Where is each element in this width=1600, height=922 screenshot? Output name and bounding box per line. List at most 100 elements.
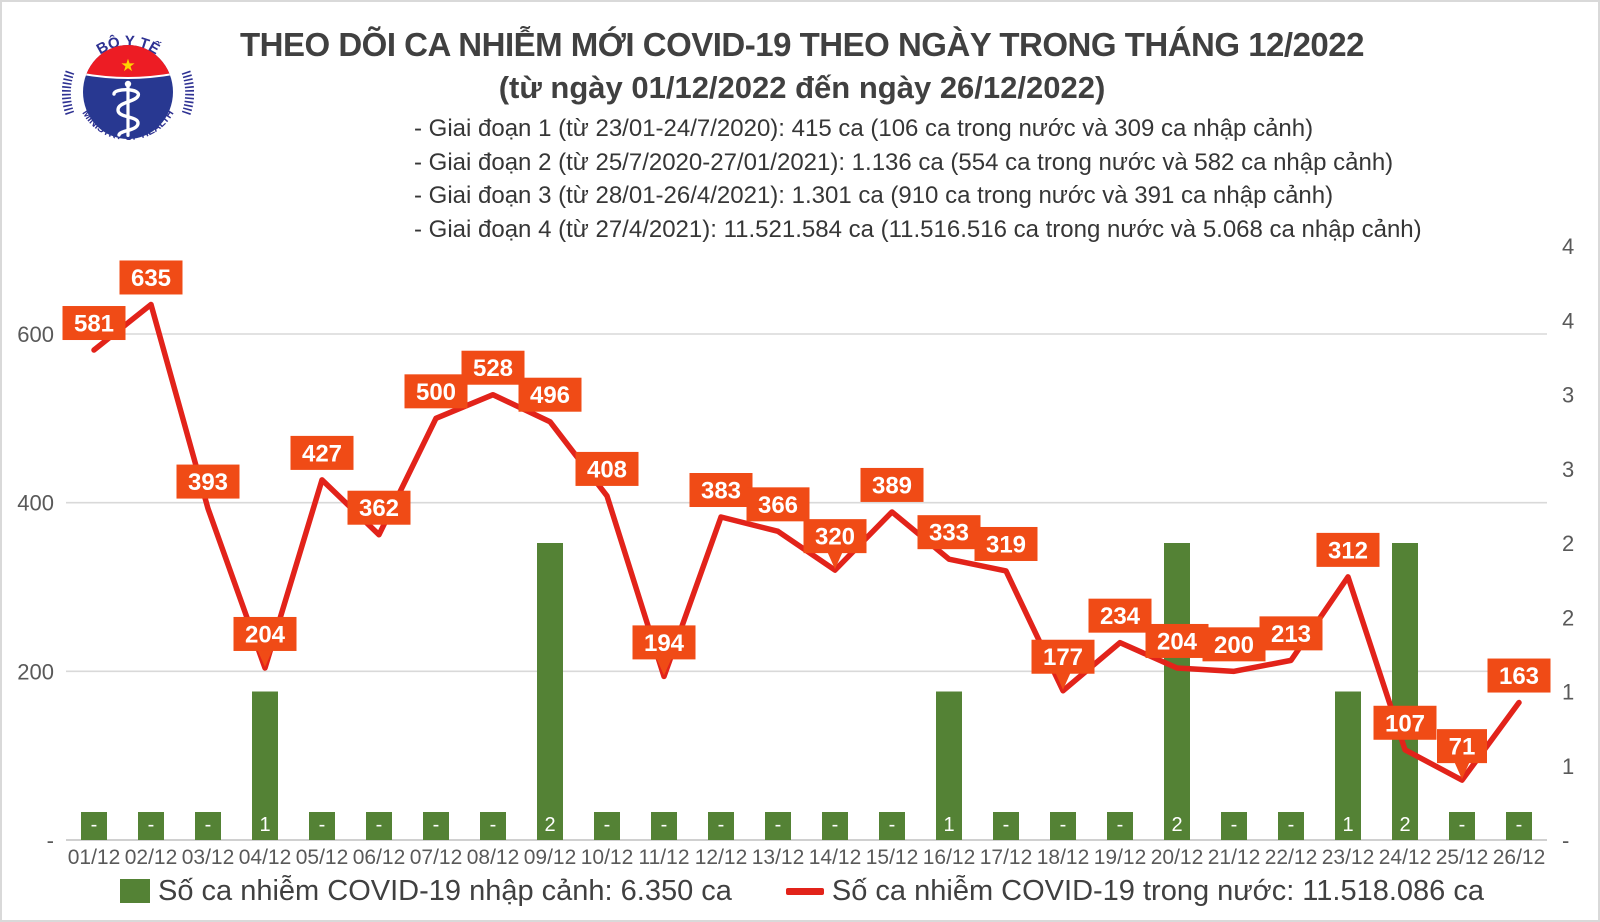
bar-value-label: -	[490, 814, 497, 836]
x-axis-date-label: 19/12	[1094, 846, 1147, 869]
phase-3-line: - Giai đoạn 3 (từ 28/01-26/4/2021): 1.30…	[414, 182, 1334, 209]
data-label-value: 389	[872, 472, 912, 499]
imported-cases-bar	[936, 691, 962, 840]
x-axis-date-label: 26/12	[1493, 846, 1546, 869]
phase-4-line: - Giai đoạn 4 (từ 27/4/2021): 11.521.584…	[414, 215, 1422, 243]
data-label-value: 427	[302, 440, 342, 467]
left-axis-tick: -	[47, 828, 54, 853]
data-label-value: 581	[74, 311, 114, 338]
x-axis-date-label: 12/12	[695, 846, 748, 869]
domestic-cases-line-icon	[785, 887, 824, 895]
data-label-value: 194	[644, 630, 685, 657]
bar-value-label: -	[1516, 814, 1523, 836]
bar-value-label: -	[1117, 814, 1124, 836]
left-axis-tick: 400	[17, 491, 54, 516]
imported-cases-bar	[366, 812, 392, 840]
imported-cases-bar	[195, 812, 221, 840]
data-label-value: 163	[1499, 663, 1539, 690]
legend-item-imported: Số ca nhiễm COVID-19 nhập cảnh: 6.350 ca	[120, 875, 732, 908]
data-label-box	[860, 467, 924, 502]
x-axis-date-label: 13/12	[752, 846, 805, 869]
data-label-value: 204	[245, 621, 286, 648]
imported-cases-bar	[1392, 543, 1418, 840]
imported-cases-bar	[651, 812, 677, 840]
phase-summary: - Giai đoạn 1 (từ 23/01-24/7/2020): 415 …	[414, 112, 1422, 246]
x-axis-date-label: 18/12	[1037, 846, 1090, 869]
imported-cases-bar	[765, 812, 791, 840]
bar-value-label: -	[205, 814, 212, 836]
data-label-box	[1487, 658, 1551, 693]
bar-value-label: -	[832, 814, 839, 836]
data-label-value: 213	[1271, 621, 1311, 648]
data-label-value: 393	[188, 469, 228, 496]
right-axis-tick: 4	[1562, 234, 1574, 259]
bar-value-label: -	[889, 814, 896, 836]
data-label-pointer	[827, 551, 843, 570]
legend-domestic-label: Số ca nhiễm COVID-19 trong nước: 11.518.…	[831, 874, 1484, 907]
imported-cases-bar	[1221, 812, 1247, 840]
data-label-value: 366	[758, 492, 798, 519]
right-axis-tick: 1	[1562, 754, 1574, 779]
imported-cases-bar	[252, 691, 278, 840]
chart-subtitle: (từ ngày 01/12/2022 đến ngày 26/12/2022)	[498, 70, 1106, 105]
imported-cases-bar	[1278, 812, 1304, 840]
x-axis-date-label: 25/12	[1436, 846, 1489, 869]
x-axis-date-label: 06/12	[353, 846, 406, 869]
ministry-of-health-logo: BỘ Y TẾ MINISTRY OF HEALTH ★	[62, 33, 194, 143]
right-axis-tick: 2	[1562, 531, 1574, 556]
bar-value-label: -	[91, 814, 98, 836]
x-axis-date-label: 20/12	[1151, 846, 1204, 869]
x-axis-date-label: 04/12	[239, 846, 292, 869]
x-axis-date-label: 02/12	[125, 846, 178, 869]
data-label-box	[1145, 623, 1209, 658]
imported-cases-bar	[1107, 812, 1133, 840]
data-label-box	[575, 451, 639, 486]
bar-value-label: -	[1231, 814, 1238, 836]
x-axis-date-label: 21/12	[1208, 846, 1261, 869]
right-axis-tick: 2	[1562, 605, 1574, 630]
bar-value-label: -	[148, 814, 155, 836]
left-axis-tick: 600	[17, 322, 54, 347]
data-label-box	[632, 625, 696, 660]
right-axis-tick: 3	[1562, 457, 1574, 482]
imported-cases-bar	[993, 812, 1019, 840]
data-label-value: 362	[359, 495, 399, 522]
x-axis-date-label: 24/12	[1379, 846, 1432, 869]
x-axis-date-label: 22/12	[1265, 846, 1318, 869]
imported-cases-bar	[309, 812, 335, 840]
imported-cases-bar	[879, 812, 905, 840]
data-label-value: 383	[701, 478, 741, 505]
bar-value-label: -	[1060, 814, 1067, 836]
legend-item-domestic: Số ca nhiễm COVID-19 trong nước: 11.518.…	[785, 874, 1484, 908]
data-label-box	[404, 374, 468, 409]
bar-value-label: -	[661, 814, 668, 836]
data-label-value: 635	[131, 265, 171, 292]
x-axis-date-label: 01/12	[68, 846, 121, 869]
data-label-box	[518, 377, 582, 412]
chart-legend: Số ca nhiễm COVID-19 nhập cảnh: 6.350 ca…	[2, 868, 1598, 914]
data-label-value: 320	[815, 524, 855, 551]
imported-cases-bar	[423, 812, 449, 840]
x-axis-date-label: 16/12	[923, 846, 976, 869]
bar-value-label: -	[604, 814, 611, 836]
data-label-value: 234	[1100, 603, 1141, 630]
data-label-box	[62, 306, 126, 341]
bar-value-label: -	[1003, 814, 1010, 836]
phase-2-line: - Giai đoạn 2 (từ 25/7/2020-27/01/2021):…	[414, 148, 1394, 176]
data-label-value: 319	[986, 531, 1026, 558]
x-axis-date-label: 17/12	[980, 846, 1033, 869]
imported-cases-bar	[1050, 812, 1076, 840]
right-axis-tick: 1	[1562, 680, 1574, 705]
x-axis-date-label: 05/12	[296, 846, 349, 869]
imported-cases-bar	[1164, 543, 1190, 840]
x-axis-date-label: 08/12	[467, 846, 520, 869]
data-label-value: 528	[473, 355, 513, 382]
data-label-box	[746, 487, 810, 522]
bar-value-label: 1	[1342, 814, 1353, 836]
data-label-box	[1202, 627, 1266, 662]
data-label-value: 71	[1449, 734, 1476, 761]
x-axis-date-label: 11/12	[639, 846, 690, 869]
data-label-box	[347, 490, 411, 525]
